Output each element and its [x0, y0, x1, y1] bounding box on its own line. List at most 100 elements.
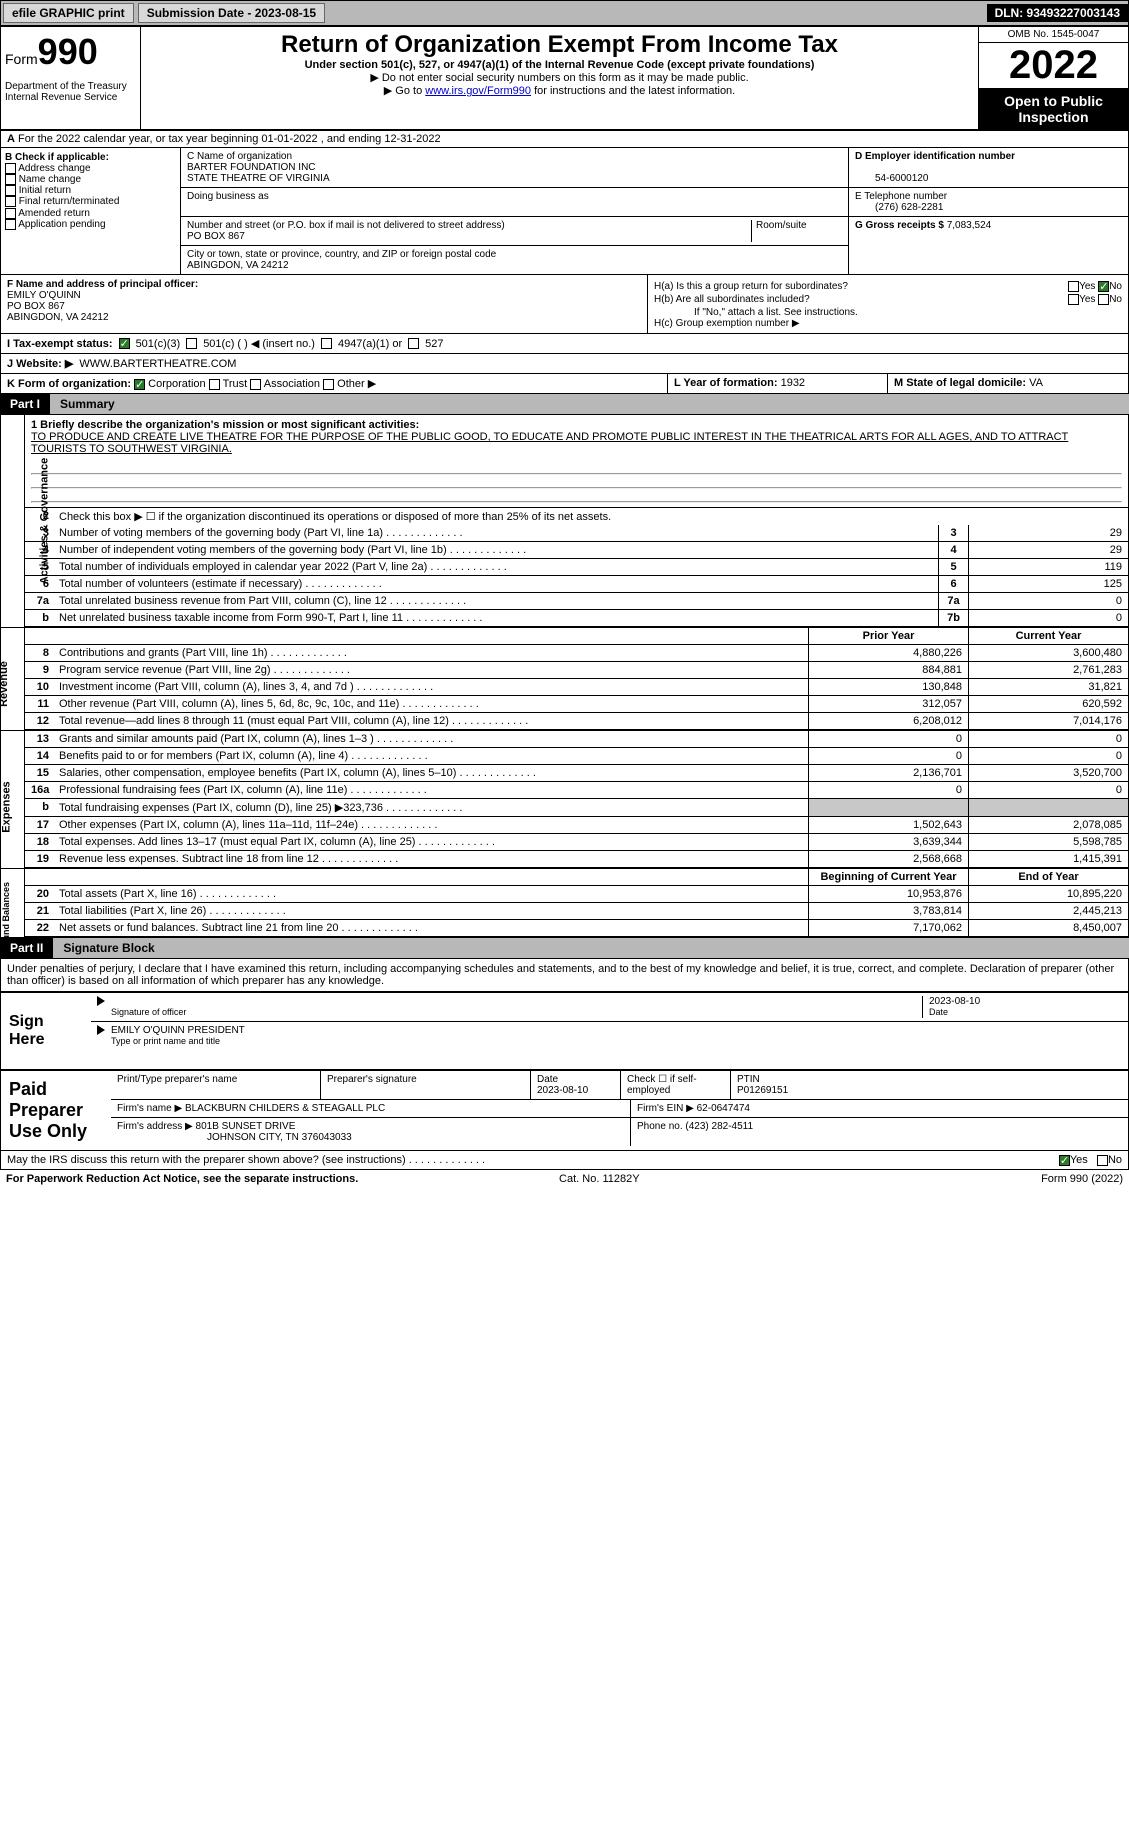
submission-date-button[interactable]: Submission Date - 2023-08-15: [138, 3, 325, 23]
firm-phone: (423) 282-4511: [685, 1121, 753, 1132]
opt-501c: 501(c) ( ) ◀ (insert no.): [203, 337, 315, 350]
line-cy: 0: [968, 748, 1128, 764]
mission-text: TO PRODUCE AND CREATE LIVE THEATRE FOR T…: [31, 431, 1068, 455]
form-header: Form990 Department of the Treasury Inter…: [0, 26, 1129, 130]
section-fh: F Name and address of principal officer:…: [0, 274, 1129, 334]
line-py: 3,639,344: [808, 834, 968, 850]
app-pending-checkbox[interactable]: [5, 219, 16, 230]
line-cy: 3,600,480: [968, 645, 1128, 661]
irs-no-checkbox[interactable]: [1097, 1155, 1108, 1166]
amended-return-checkbox[interactable]: [5, 208, 16, 219]
irs-yes-checkbox[interactable]: [1059, 1155, 1070, 1166]
ha-no-checkbox[interactable]: [1098, 281, 1109, 292]
address-change-checkbox[interactable]: [5, 163, 16, 174]
firm-addr2: JOHNSON CITY, TN 376043033: [117, 1132, 352, 1143]
top-bar: efile GRAPHIC print Submission Date - 20…: [0, 0, 1129, 26]
form-subtitle: Under section 501(c), 527, or 4947(a)(1)…: [145, 59, 974, 71]
hdr-eoy: End of Year: [968, 869, 1128, 885]
501c3-checkbox[interactable]: [119, 338, 130, 349]
hb-no-checkbox[interactable]: [1098, 294, 1109, 305]
title-box: Return of Organization Exempt From Incom…: [141, 27, 978, 129]
org-name2: STATE THEATRE OF VIRGINIA: [187, 173, 330, 184]
hb-note: If "No," attach a list. See instructions…: [654, 307, 1122, 318]
prep-date: 2023-08-10: [537, 1085, 588, 1096]
line-desc: Grants and similar amounts paid (Part IX…: [55, 731, 808, 747]
officer-addr1: PO BOX 867: [7, 301, 65, 312]
hdr-boy: Beginning of Current Year: [808, 869, 968, 885]
phone-label: E Telephone number: [855, 191, 947, 202]
hb-label: H(b) Are all subordinates included?: [654, 294, 810, 305]
hdr-py: Prior Year: [808, 628, 968, 644]
irs-discuss-row: May the IRS discuss this return with the…: [0, 1151, 1129, 1170]
sig-date: 2023-08-10: [929, 996, 980, 1007]
gross-receipts: 7,083,524: [947, 220, 992, 231]
line-cy: 31,821: [968, 679, 1128, 695]
col-f: F Name and address of principal officer:…: [1, 275, 648, 333]
opt-corp: Corporation: [148, 378, 205, 390]
org-name1: BARTER FOUNDATION INC: [187, 162, 316, 173]
room-label: Room/suite: [756, 220, 807, 231]
final-return-checkbox[interactable]: [5, 196, 16, 207]
dba-label: Doing business as: [187, 191, 269, 202]
line-py: 10,953,876: [808, 886, 968, 902]
tax-year: 2022: [979, 43, 1128, 89]
city: ABINGDON, VA 24212: [187, 260, 289, 271]
website-label: J Website: ▶: [7, 357, 73, 370]
line-desc: Number of voting members of the governin…: [55, 525, 938, 541]
line-desc: Total number of volunteers (estimate if …: [55, 576, 938, 592]
corp-checkbox[interactable]: [134, 379, 145, 390]
opt-527: 527: [425, 338, 443, 350]
opt-4947: 4947(a)(1) or: [338, 338, 402, 350]
line-py: 2,568,668: [808, 851, 968, 867]
other-checkbox[interactable]: [323, 379, 334, 390]
dept-label: Department of the Treasury Internal Reve…: [5, 81, 136, 103]
527-checkbox[interactable]: [408, 338, 419, 349]
initial-return-checkbox[interactable]: [5, 185, 16, 196]
line-desc: Professional fundraising fees (Part IX, …: [55, 782, 808, 798]
opt-name: Name change: [19, 174, 81, 185]
501c-checkbox[interactable]: [186, 338, 197, 349]
line-desc: Other expenses (Part IX, column (A), lin…: [55, 817, 808, 833]
line-val: 29: [968, 525, 1128, 541]
row-j: J Website: ▶ WWW.BARTERTHEATRE.COM: [0, 354, 1129, 374]
line-cy: 2,445,213: [968, 903, 1128, 919]
gross-label: G Gross receipts $: [855, 220, 944, 231]
irs-link[interactable]: www.irs.gov/Form990: [425, 85, 531, 97]
sig-name: EMILY O'QUINN PRESIDENT: [111, 1025, 245, 1036]
form-title: Return of Organization Exempt From Incom…: [145, 31, 974, 59]
efile-print-button[interactable]: efile GRAPHIC print: [3, 3, 134, 23]
arrow-icon: [97, 996, 105, 1006]
trust-checkbox[interactable]: [209, 379, 220, 390]
opt-trust: Trust: [223, 378, 248, 390]
line-py: 2,136,701: [808, 765, 968, 781]
line-val: 0: [968, 610, 1128, 626]
note2-post: for instructions and the latest informat…: [531, 85, 735, 97]
street: PO BOX 867: [187, 231, 245, 242]
form-prefix: Form: [5, 51, 38, 67]
line-cy: 620,592: [968, 696, 1128, 712]
sig-name-label: Type or print name and title: [111, 1036, 220, 1046]
line-desc: Other revenue (Part VIII, column (A), li…: [55, 696, 808, 712]
line-desc: Contributions and grants (Part VIII, lin…: [55, 645, 808, 661]
line-desc: Revenue less expenses. Subtract line 18 …: [55, 851, 808, 867]
ha-yes-checkbox[interactable]: [1068, 281, 1079, 292]
line-desc: Benefits paid to or for members (Part IX…: [55, 748, 808, 764]
vtab-rev: Revenue: [0, 661, 10, 707]
line-py: 0: [808, 748, 968, 764]
year-formation: 1932: [781, 377, 805, 389]
phone: (276) 628-2281: [855, 202, 943, 213]
opt-pending: Application pending: [18, 219, 105, 230]
assoc-checkbox[interactable]: [250, 379, 261, 390]
inspection-label: Open to Public Inspection: [979, 89, 1128, 129]
form-number: 990: [38, 31, 98, 72]
firm-name: BLACKBURN CHILDERS & STEAGALL PLC: [185, 1103, 385, 1114]
name-change-checkbox[interactable]: [5, 174, 16, 185]
part1-header: Part I Summary: [0, 394, 1129, 414]
4947-checkbox[interactable]: [321, 338, 332, 349]
line-desc: Net assets or fund balances. Subtract li…: [55, 920, 808, 936]
row-m-label: M State of legal domicile:: [894, 377, 1026, 389]
line-cy: 0: [968, 782, 1128, 798]
firm-addr1: 801B SUNSET DRIVE: [196, 1121, 296, 1132]
hb-yes-checkbox[interactable]: [1068, 294, 1079, 305]
year-box: OMB No. 1545-0047 2022 Open to Public In…: [978, 27, 1128, 129]
